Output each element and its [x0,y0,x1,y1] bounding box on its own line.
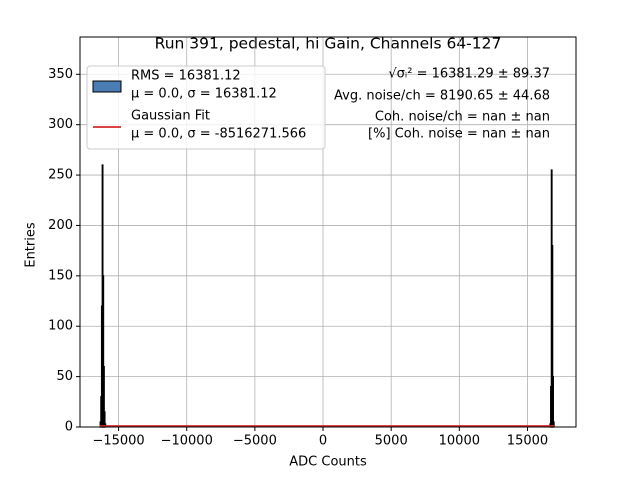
annotation: Coh. noise/ch = nan ± nan [375,110,550,125]
legend-label: Gaussian Fit [131,109,210,124]
y-tick-label: 0 [65,420,73,435]
y-tick-label: 300 [48,117,73,132]
y-tick-label: 150 [48,268,73,283]
x-tick-label: 0 [319,434,327,449]
y-tick-label: 200 [48,218,73,233]
chart-title: Run 391, pedestal, hi Gain, Channels 64-… [155,35,502,53]
x-axis-label: ADC Counts [289,455,367,470]
y-tick-label: 100 [48,319,73,334]
y-axis-label: Entries [24,222,39,268]
annotation: √σᵢ² = 16381.29 ± 89.37 [388,67,550,82]
legend-detail: μ = 0.0, σ = 16381.12 [131,87,277,102]
y-tick-label: 350 [48,67,73,82]
legend-swatch [92,80,122,93]
legend-detail: μ = 0.0, σ = -8516271.566 [131,127,306,142]
histogram-bar [552,376,554,428]
y-tick-label: 50 [56,369,73,384]
legend-box [86,65,326,150]
legend: RMS = 16381.12 μ = 0.0, σ = 16381.12 Gauss… [86,65,326,150]
legend-label: RMS = 16381.12 [131,69,241,84]
x-tick-label: 15000 [507,434,548,449]
x-tick-label: −15000 [92,434,144,449]
x-tick-label: 10000 [439,434,480,449]
y-tick-label: 250 [48,168,73,183]
x-tick-label: 5000 [375,434,408,449]
x-tick-label: −10000 [161,434,213,449]
annotation: [%] Coh. noise = nan ± nan [368,127,550,142]
x-tick-label: −5000 [233,434,277,449]
annotation: Avg. noise/ch = 8190.65 ± 44.68 [334,89,550,104]
plot-frame [79,36,577,428]
